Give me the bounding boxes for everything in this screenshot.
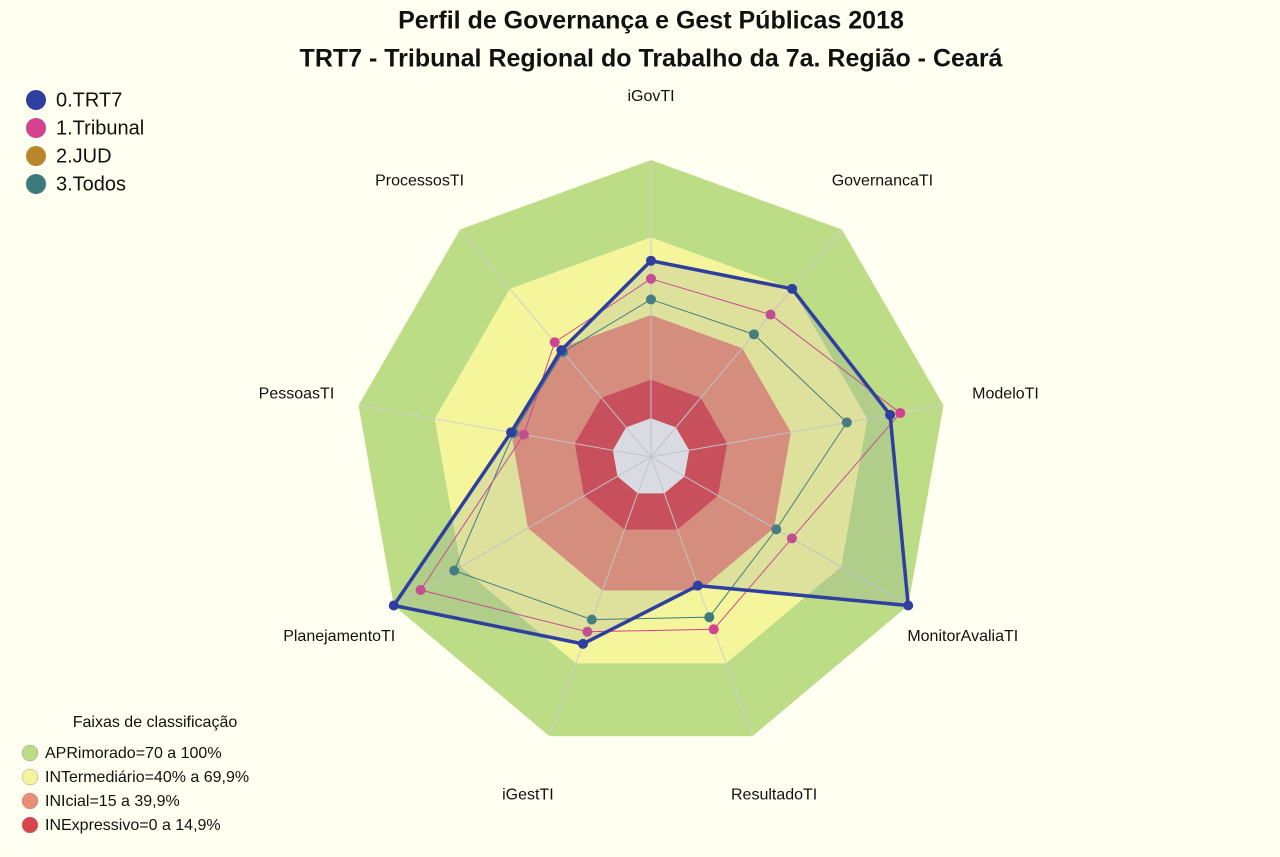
chart-subtitle: TRT7 - Tribunal Regional do Trabalho da … [300,45,1003,73]
band-legend-label: INExpressivo=0 a 14,9% [45,817,221,834]
band [574,379,728,530]
spoke [650,456,754,737]
band-legend-marker [21,744,39,762]
bands-title: Faixas de classificação [73,714,238,731]
series-point [895,408,906,419]
legend-marker [26,146,46,166]
series-point [765,309,776,320]
band-legend-marker [21,792,39,810]
series-point [388,600,399,611]
axis-label: iGovTI [627,88,674,105]
legend-label: 3.Todos [56,173,126,195]
series-point [786,533,797,544]
spoke [358,404,652,458]
series-point [771,524,782,535]
spoke [548,456,652,737]
series-point [518,429,529,440]
spoke [393,456,652,606]
series-point [704,612,715,623]
band [434,237,868,664]
axis-label: GovernancaTI [832,172,933,189]
series-point [708,624,719,635]
series-point [646,255,656,266]
series-line [392,258,910,646]
band-legend-label: INIcial=15 a 39,9% [45,793,180,810]
series-point [885,409,896,420]
legend-marker [26,90,46,110]
band [511,314,791,591]
band-legend-label: APRimorado=70 a 100% [45,745,222,762]
band-legend-label: INTermediário=40% a 69,9% [45,769,249,786]
axis-label: MonitorAvaliaTI [907,628,1018,645]
legend-marker [26,174,46,194]
spoke [650,229,843,458]
series-point [582,626,593,637]
chart-title: Perfil de Governança e Gest Públicas 201… [398,7,904,35]
legend-label: 1.Tribunal [56,117,144,139]
axis-label: ProcessosTI [375,172,464,189]
series-point [748,329,759,340]
axis-label: PlanejamentoTI [283,628,395,645]
series-point [646,294,656,305]
axis-label: ResultadoTI [731,787,817,804]
series-point [586,614,597,625]
series-point [787,283,798,294]
series-point [903,600,914,611]
series-point [415,585,426,596]
series-point [577,638,588,649]
legend-label: 2.JUD [56,145,112,167]
series-point [556,345,567,356]
series-point [549,337,560,348]
legend-marker [26,118,46,138]
series-point [506,427,517,438]
band-legend-marker [21,768,39,786]
series-point [692,580,703,591]
axis-label: PessoasTI [259,386,335,403]
band-legend-marker [21,816,39,834]
legend-label: 0.TRT7 [56,89,122,111]
series-point [646,273,656,284]
axis-label: iGestTI [502,787,554,804]
axis-label: ModeloTI [972,386,1039,403]
series-point [449,565,460,576]
series-point [841,417,852,428]
